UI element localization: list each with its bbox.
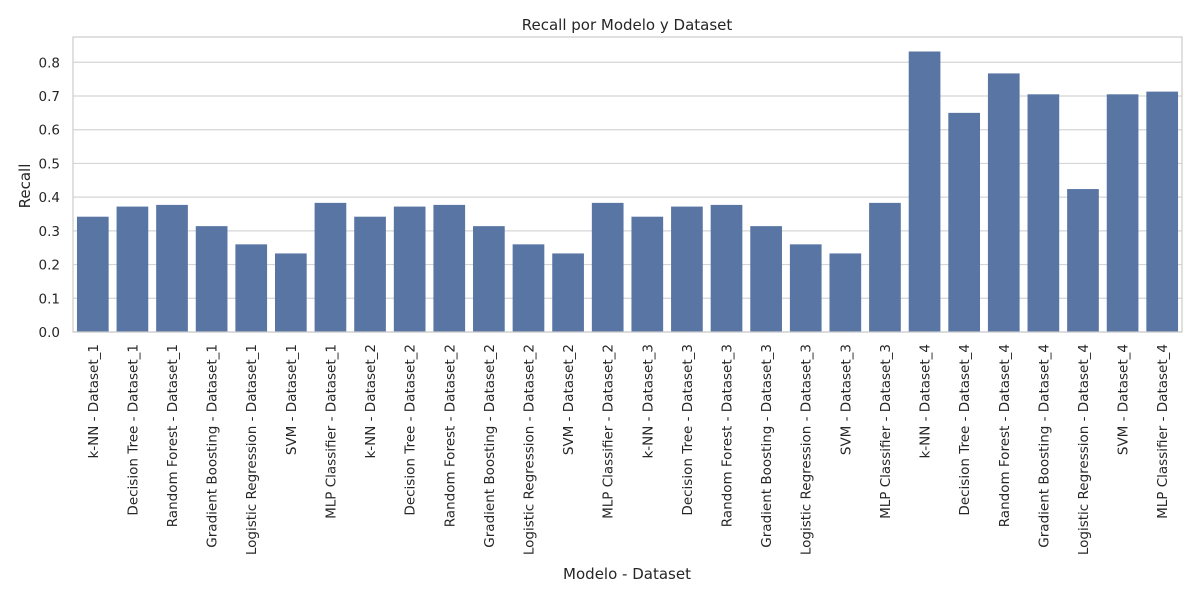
- bar: [671, 206, 703, 332]
- y-tick-label: 0.8: [39, 55, 60, 71]
- x-tick-label: Gradient Boosting - Dataset_1: [205, 344, 221, 548]
- bar: [156, 204, 188, 332]
- x-tick-label: Logistic Regression - Dataset_3: [799, 344, 815, 555]
- bar: [473, 226, 505, 332]
- y-tick-label: 0.3: [39, 224, 60, 240]
- bar: [76, 216, 109, 332]
- x-tick-label: Decision Tree - Dataset_2: [403, 344, 419, 516]
- bar: [908, 51, 941, 333]
- x-tick-label: Random Forest - Dataset_3: [720, 344, 736, 527]
- bar: [235, 244, 268, 332]
- bar: [116, 206, 149, 332]
- x-tick-label: MLP Classifier - Dataset_1: [323, 344, 339, 519]
- y-tick-label: 0.6: [39, 123, 60, 139]
- x-tick-label: Gradient Boosting - Dataset_2: [482, 344, 498, 548]
- bar: [552, 253, 584, 332]
- x-tick-label: SVM - Dataset_4: [1116, 344, 1132, 455]
- bar: [869, 202, 901, 332]
- bar: [1146, 91, 1179, 332]
- bar: [987, 73, 1020, 332]
- y-tick-label: 0.2: [39, 258, 60, 274]
- x-tick-label: SVM - Dataset_1: [284, 344, 300, 455]
- x-tick-label: Random Forest - Dataset_1: [165, 344, 181, 527]
- x-tick-label: Decision Tree - Dataset_3: [680, 344, 696, 516]
- y-tick-labels: 0.0 0.1 0.2 0.3 0.4 0.5 0.6 0.7 0.8: [39, 55, 60, 341]
- bar: [631, 216, 664, 332]
- x-tick-label: Logistic Regression - Dataset_1: [244, 344, 260, 555]
- x-tick-label: Decision Tree - Dataset_1: [125, 344, 141, 516]
- y-tick-label: 0.5: [39, 156, 60, 172]
- bar: [195, 226, 228, 332]
- y-tick-label: 0.0: [39, 325, 60, 341]
- x-tick-label: Logistic Regression - Dataset_4: [1076, 344, 1092, 555]
- bar: [433, 204, 466, 332]
- bar: [591, 202, 624, 332]
- bar: [789, 244, 822, 332]
- x-tick-label: Gradient Boosting - Dataset_4: [1036, 344, 1052, 548]
- bar: [750, 226, 782, 332]
- x-tick-label: k-NN - Dataset_4: [918, 344, 934, 459]
- y-tick-label: 0.4: [39, 190, 60, 206]
- plot-frame: [72, 36, 1183, 333]
- x-tick-label: SVM - Dataset_2: [561, 344, 577, 455]
- y-tick-label: 0.1: [39, 291, 60, 307]
- x-tick-label: Logistic Regression - Dataset_2: [521, 344, 537, 555]
- chart-title: Recall por Modelo y Dataset: [522, 16, 733, 34]
- x-tick-label: Gradient Boosting - Dataset_3: [759, 344, 775, 548]
- y-axis-title: Recall: [16, 164, 34, 209]
- x-tick-label: k-NN - Dataset_3: [640, 344, 656, 459]
- x-tick-label: k-NN - Dataset_2: [363, 344, 379, 459]
- bar: [948, 112, 981, 332]
- bar: [314, 202, 347, 332]
- x-axis-title: Modelo - Dataset: [563, 565, 691, 583]
- bar: [393, 206, 426, 332]
- x-tick-label: k-NN - Dataset_1: [86, 344, 102, 459]
- x-tick-label: SVM - Dataset_3: [838, 344, 854, 455]
- x-tick-label: Random Forest - Dataset_2: [442, 344, 458, 527]
- bar: [1027, 94, 1060, 332]
- x-tick-label: MLP Classifier - Dataset_2: [601, 344, 617, 519]
- bar: [1067, 189, 1099, 332]
- y-tick-label: 0.7: [39, 89, 60, 105]
- bar: [829, 253, 862, 332]
- bars: [76, 51, 1179, 333]
- x-tick-label: Decision Tree - Dataset_4: [957, 344, 973, 516]
- x-tick-label: MLP Classifier - Dataset_4: [1155, 344, 1171, 519]
- x-tick-label: Random Forest - Dataset_4: [997, 344, 1013, 527]
- x-tick-labels: k-NN - Dataset_1 Decision Tree - Dataset_…: [86, 344, 1171, 555]
- bar: [710, 204, 743, 332]
- bar: [512, 244, 545, 332]
- x-tick-label: MLP Classifier - Dataset_3: [878, 344, 894, 519]
- bar: [354, 216, 386, 332]
- bar: [274, 253, 307, 332]
- bar: [1106, 94, 1139, 332]
